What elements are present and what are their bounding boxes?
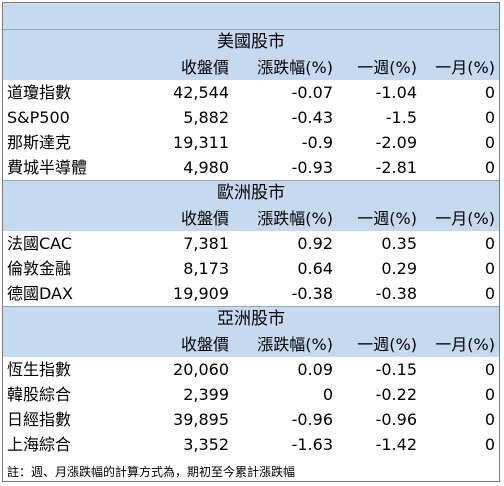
header-week: 一週(%)	[333, 55, 417, 80]
change-value: -0.38	[229, 281, 333, 307]
section-title-asia: 亞洲股市	[3, 306, 499, 332]
close-value: 19,311	[121, 130, 229, 155]
column-header-blank	[3, 332, 121, 357]
change-value: -0.9	[229, 130, 333, 155]
month-value: 0	[417, 432, 499, 457]
close-value: 5,882	[121, 105, 229, 130]
header-week: 一週(%)	[333, 206, 417, 231]
change-value: -0.43	[229, 105, 333, 130]
close-value: 8,173	[121, 256, 229, 281]
change-value: 0.64	[229, 256, 333, 281]
index-name: 那斯達克	[3, 130, 121, 155]
week-value: 0.35	[333, 231, 417, 256]
week-value: -1.42	[333, 432, 417, 457]
section-title-europe: 歐洲股市	[3, 180, 499, 206]
index-name: 法國CAC	[3, 231, 121, 256]
week-value: -0.38	[333, 281, 417, 307]
close-value: 20,060	[121, 357, 229, 382]
header-month: 一月(%)	[417, 332, 499, 357]
month-value: 0	[417, 256, 499, 281]
close-value: 39,895	[121, 407, 229, 432]
change-value: 0.09	[229, 357, 333, 382]
header-change: 漲跌幅(%)	[229, 55, 333, 80]
table-row: 日經指數 39,895 -0.96 -0.96 0	[3, 407, 499, 432]
index-name: 德國DAX	[3, 281, 121, 307]
table-row: 法國CAC 7,381 0.92 0.35 0	[3, 231, 499, 256]
close-value: 3,352	[121, 432, 229, 457]
month-value: 0	[417, 80, 499, 105]
header-close: 收盤價	[121, 206, 229, 231]
header-month: 一月(%)	[417, 55, 499, 80]
index-name: 費城半導體	[3, 155, 121, 181]
month-value: 0	[417, 407, 499, 432]
week-value: -0.22	[333, 382, 417, 407]
week-value: -1.5	[333, 105, 417, 130]
table-row: 恆生指數 20,060 0.09 -0.15 0	[3, 357, 499, 382]
change-value: -0.96	[229, 407, 333, 432]
change-value: -1.63	[229, 432, 333, 457]
table-row: S&P500 5,882 -0.43 -1.5 0	[3, 105, 499, 130]
week-value: -2.81	[333, 155, 417, 181]
month-value: 0	[417, 231, 499, 256]
close-value: 7,381	[121, 231, 229, 256]
table-row: 韓股綜合 2,399 0 -0.22 0	[3, 382, 499, 407]
column-header-row: 收盤價 漲跌幅(%) 一週(%) 一月(%)	[3, 206, 499, 231]
section-title-text: 美國股市	[3, 29, 499, 55]
month-value: 0	[417, 382, 499, 407]
week-value: -0.96	[333, 407, 417, 432]
month-value: 0	[417, 155, 499, 181]
month-value: 0	[417, 357, 499, 382]
section-title-text: 歐洲股市	[3, 180, 499, 206]
header-close: 收盤價	[121, 55, 229, 80]
change-value: 0.92	[229, 231, 333, 256]
week-value: -2.09	[333, 130, 417, 155]
header-week: 一週(%)	[333, 332, 417, 357]
table-row: 那斯達克 19,311 -0.9 -2.09 0	[3, 130, 499, 155]
stock-summary-frame: 美國股市 收盤價 漲跌幅(%) 一週(%) 一月(%) 道瓊指數 42,544 -0.07 -1…	[2, 2, 500, 482]
stock-table: 美國股市 收盤價 漲跌幅(%) 一週(%) 一月(%) 道瓊指數 42,544 -0.07 -1…	[3, 3, 499, 457]
header-close: 收盤價	[121, 332, 229, 357]
column-header-blank	[3, 55, 121, 80]
footnote: 註：週、月漲跌幅的計算方式為，期初至今累計漲跌幅	[7, 465, 296, 479]
table-row: 倫敦金融 8,173 0.64 0.29 0	[3, 256, 499, 281]
table-row: 費城半導體 4,980 -0.93 -2.81 0	[3, 155, 499, 181]
month-value: 0	[417, 281, 499, 307]
header-change: 漲跌幅(%)	[229, 206, 333, 231]
change-value: 0	[229, 382, 333, 407]
column-header-row: 收盤價 漲跌幅(%) 一週(%) 一月(%)	[3, 55, 499, 80]
index-name: 韓股綜合	[3, 382, 121, 407]
top-header-band	[3, 3, 499, 30]
column-header-row: 收盤價 漲跌幅(%) 一週(%) 一月(%)	[3, 332, 499, 357]
index-name: 上海綜合	[3, 432, 121, 457]
index-name: 倫敦金融	[3, 256, 121, 281]
table-row: 道瓊指數 42,544 -0.07 -1.04 0	[3, 80, 499, 105]
change-value: -0.07	[229, 80, 333, 105]
close-value: 42,544	[121, 80, 229, 105]
index-name: 恆生指數	[3, 357, 121, 382]
column-header-blank	[3, 206, 121, 231]
section-title-text: 亞洲股市	[3, 306, 499, 332]
week-value: -1.04	[333, 80, 417, 105]
index-name: 道瓊指數	[3, 80, 121, 105]
header-change: 漲跌幅(%)	[229, 332, 333, 357]
header-month: 一月(%)	[417, 206, 499, 231]
close-value: 2,399	[121, 382, 229, 407]
month-value: 0	[417, 130, 499, 155]
table-row: 上海綜合 3,352 -1.63 -1.42 0	[3, 432, 499, 457]
table-row: 德國DAX 19,909 -0.38 -0.38 0	[3, 281, 499, 307]
week-value: -0.15	[333, 357, 417, 382]
index-name: 日經指數	[3, 407, 121, 432]
close-value: 19,909	[121, 281, 229, 307]
change-value: -0.93	[229, 155, 333, 181]
month-value: 0	[417, 105, 499, 130]
section-title-us: 美國股市	[3, 29, 499, 55]
close-value: 4,980	[121, 155, 229, 181]
week-value: 0.29	[333, 256, 417, 281]
index-name: S&P500	[3, 105, 121, 130]
